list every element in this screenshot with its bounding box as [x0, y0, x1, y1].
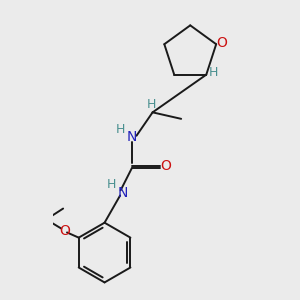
- Text: H: H: [147, 98, 156, 110]
- Text: O: O: [59, 224, 70, 238]
- Text: H: H: [116, 123, 126, 136]
- Text: H: H: [106, 178, 116, 191]
- Text: H: H: [209, 66, 218, 79]
- Text: O: O: [161, 159, 172, 172]
- Text: N: N: [127, 130, 137, 144]
- Text: N: N: [118, 186, 128, 200]
- Text: O: O: [217, 36, 227, 50]
